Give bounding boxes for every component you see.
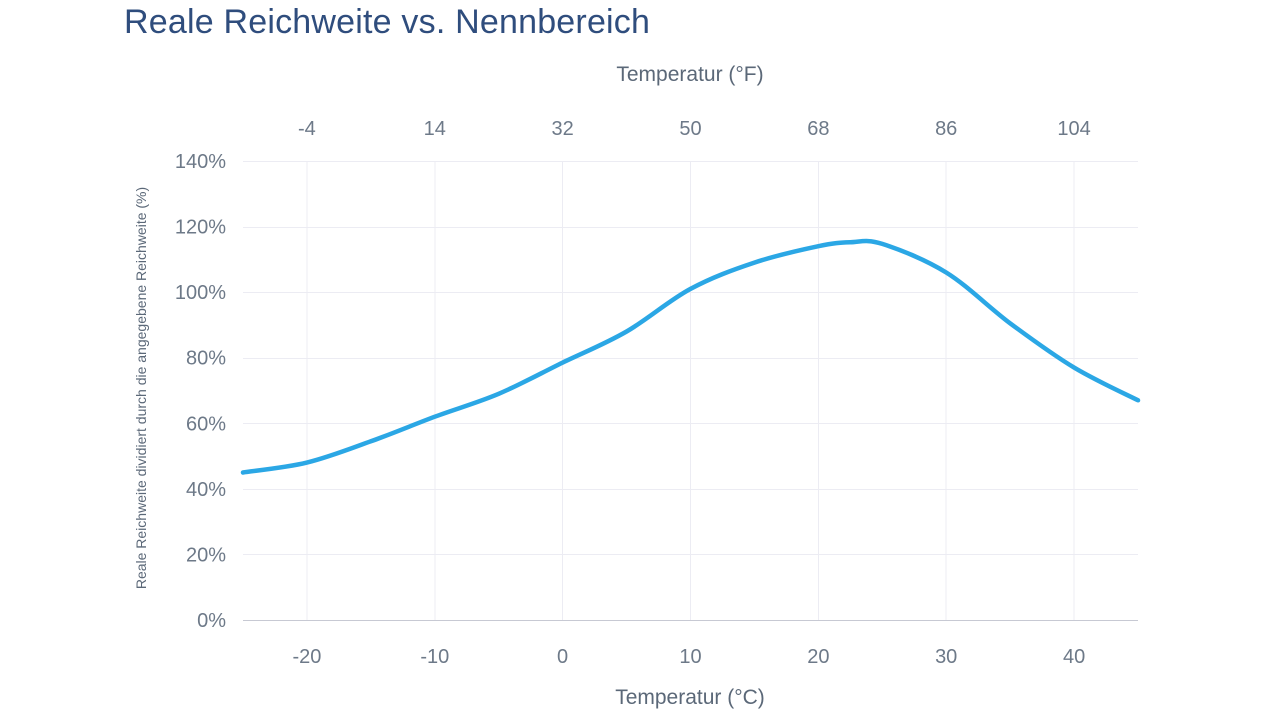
- chart-title: Reale Reichweite vs. Nennbereich: [124, 3, 651, 41]
- top-x-axis-tick-label: 32: [551, 118, 573, 140]
- bottom-x-axis-tick-label: 40: [1063, 646, 1085, 668]
- top-x-axis-tick-label: 104: [1057, 118, 1090, 140]
- bottom-x-axis-title: Temperatur (°C): [615, 686, 765, 709]
- y-axis-title: Reale Reichweite dividiert durch die ang…: [133, 186, 149, 590]
- bottom-x-axis-tick-label: 30: [935, 646, 957, 668]
- top-x-axis-tick-label: -4: [298, 118, 316, 140]
- y-axis-tick-label: 40%: [186, 479, 226, 501]
- bottom-x-axis-tick-label: -20: [292, 646, 321, 668]
- top-x-axis-tick-label: 14: [424, 118, 446, 140]
- top-x-axis-tick-label: 50: [679, 118, 701, 140]
- top-x-axis-title: Temperatur (°F): [616, 63, 764, 86]
- bottom-x-axis-tick-label: 20: [807, 646, 829, 668]
- top-x-axis-tick-label: 68: [807, 118, 829, 140]
- y-axis-tick-label: 80%: [186, 348, 226, 370]
- y-axis-tick-label: 60%: [186, 413, 226, 435]
- y-axis-tick-label: 100%: [175, 282, 226, 304]
- bottom-x-axis-tick-label: 10: [679, 646, 701, 668]
- y-axis-tick-label: 0%: [197, 610, 226, 632]
- bottom-x-axis-tick-label: -10: [420, 646, 449, 668]
- top-x-axis-tick-label: 86: [935, 118, 957, 140]
- range-vs-temperature-curve[interactable]: [240, 238, 1141, 475]
- y-axis-tick-label: 140%: [175, 151, 226, 173]
- y-axis-tick-label: 20%: [186, 544, 226, 566]
- bottom-x-axis-tick-label: 0: [557, 646, 568, 668]
- y-axis-tick-label: 120%: [175, 217, 226, 239]
